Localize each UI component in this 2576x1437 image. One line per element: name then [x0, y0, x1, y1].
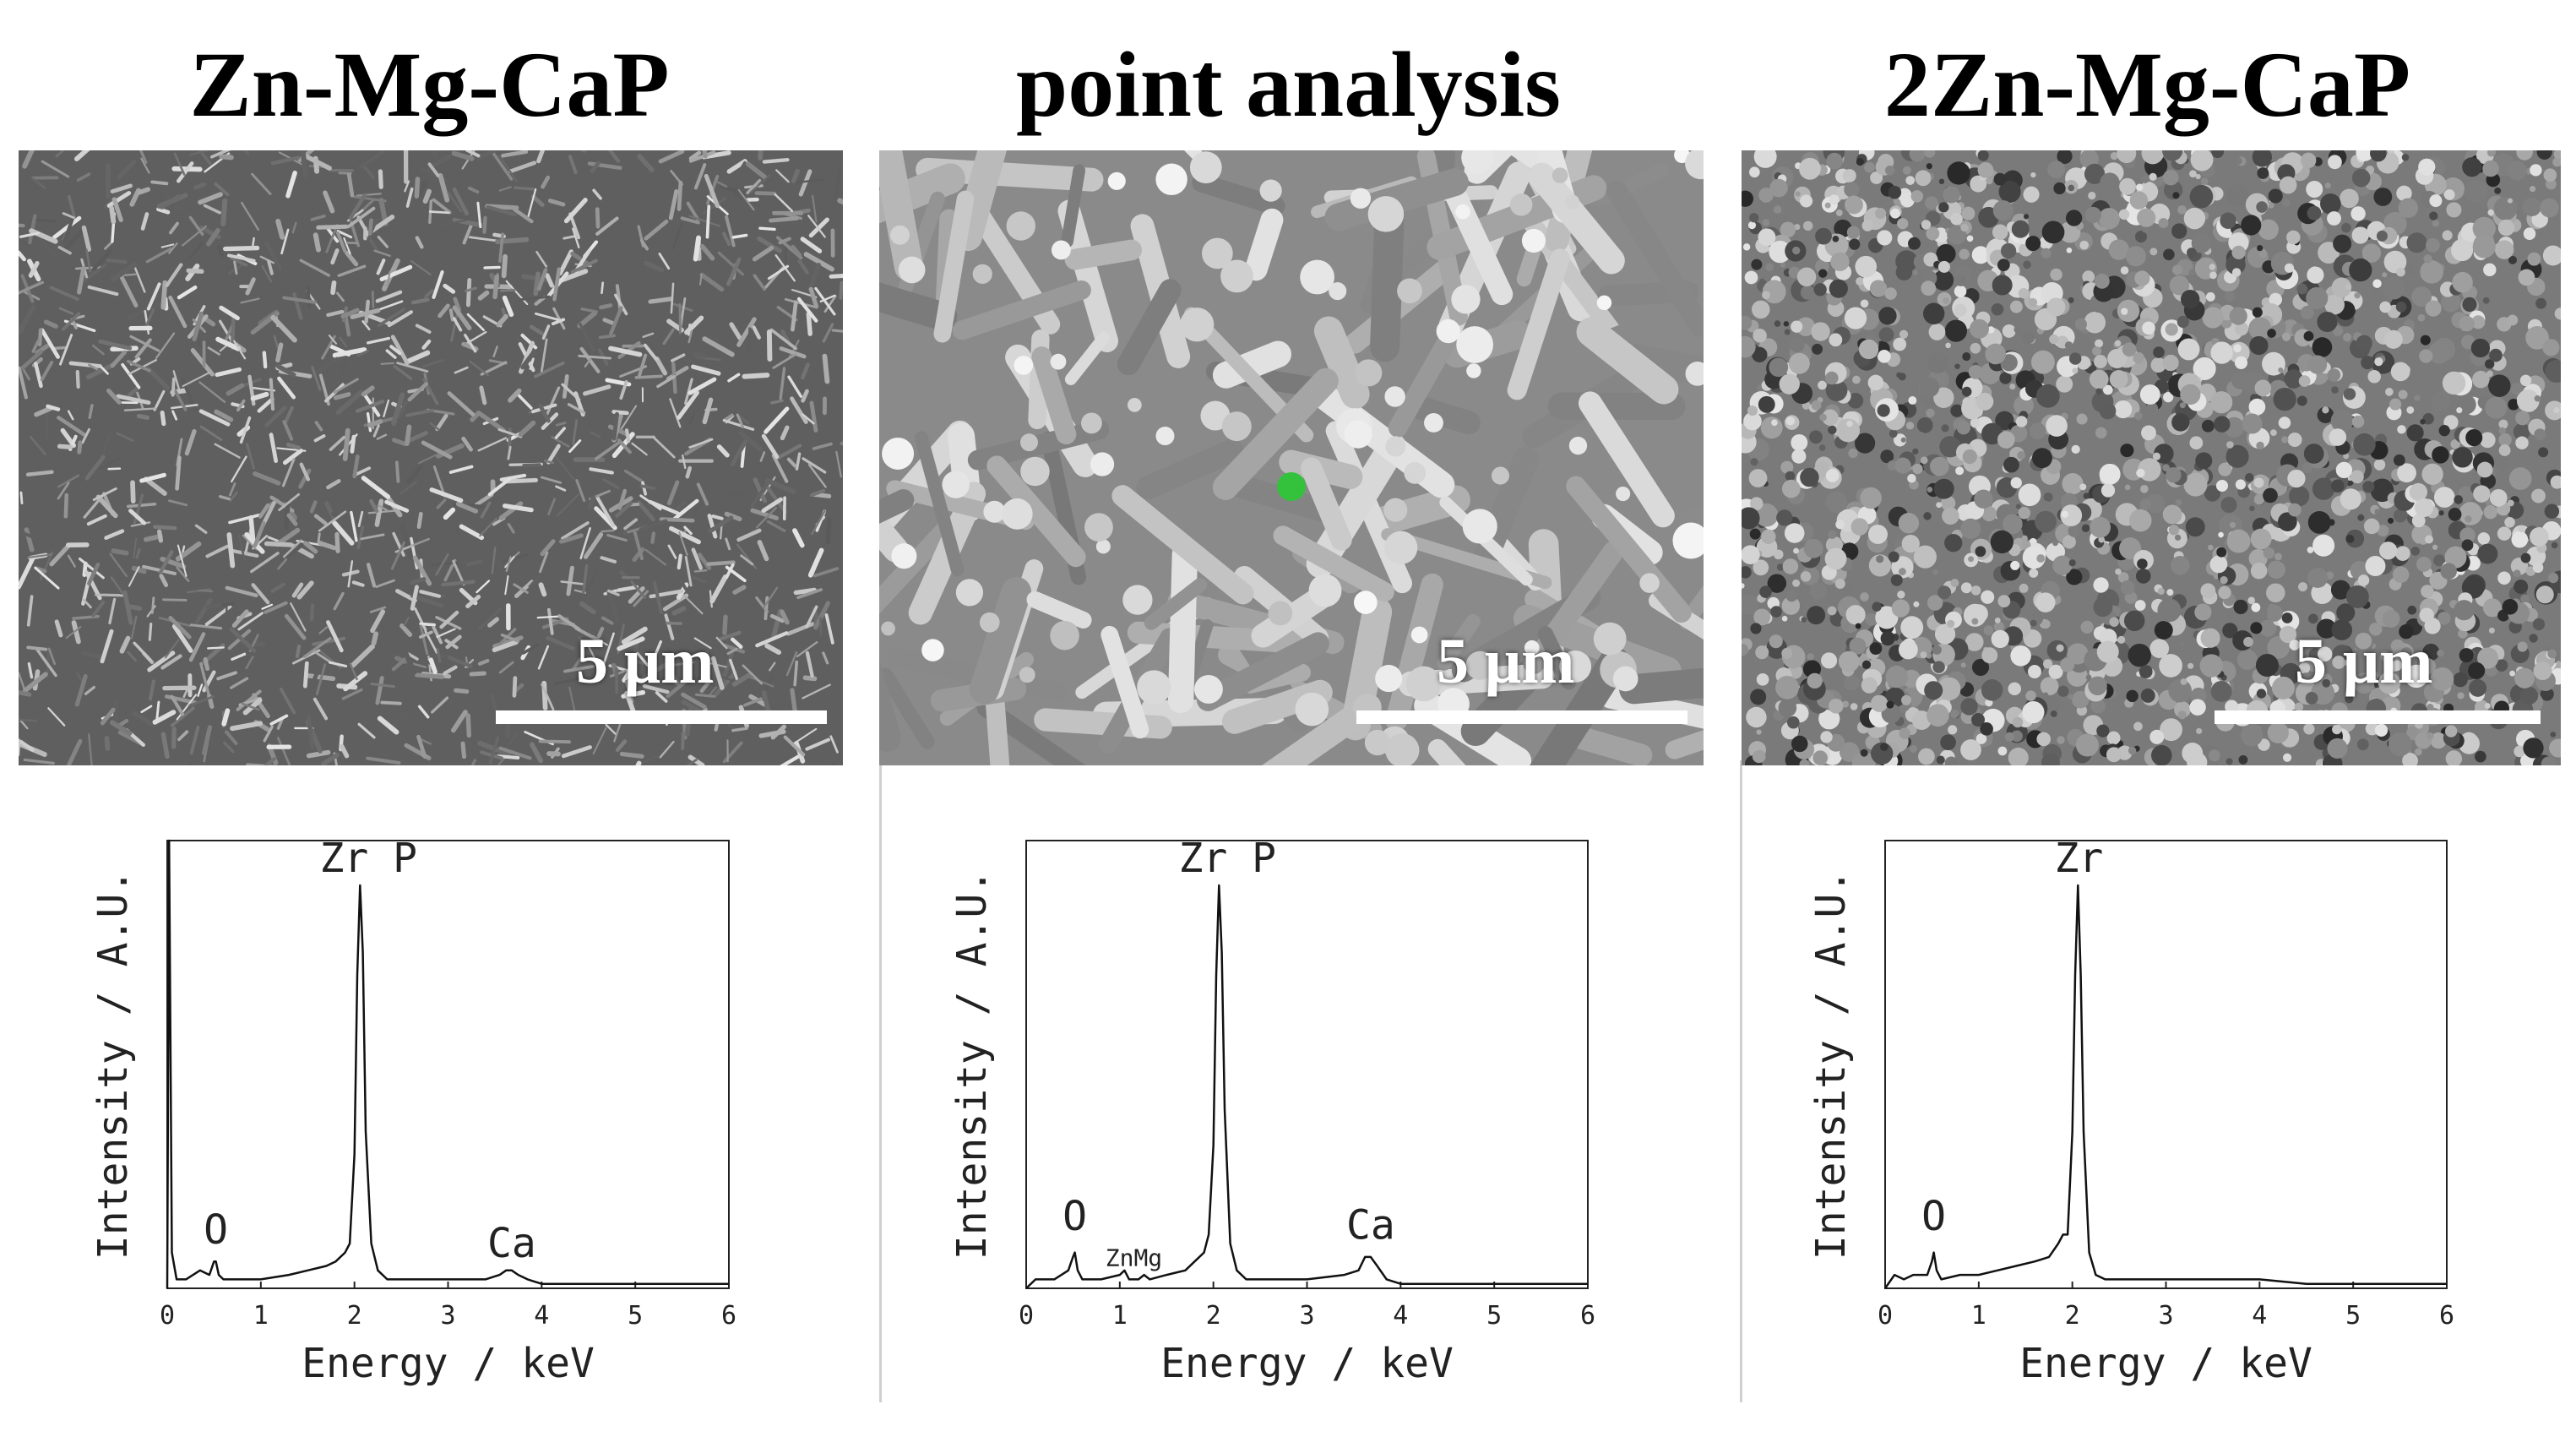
plot-frame	[166, 840, 730, 1289]
panel-zn-mg-cap: Zn-Mg-CaP 5 μm 0 1 2 3 4 5 6 Zr P O Ca Energy / ke…	[0, 0, 859, 1437]
peak-label: O	[204, 1206, 228, 1254]
y-axis-label: Intensity / A.U.	[948, 869, 996, 1260]
x-tick-label: 2	[1206, 1301, 1221, 1331]
plot-frame	[1025, 840, 1589, 1289]
x-tick-label: 0	[1878, 1301, 1893, 1331]
peak-label: Zr P	[319, 835, 417, 882]
scale-bar-label: 5 μm	[1437, 626, 1575, 697]
x-tick-label: 6	[721, 1301, 736, 1331]
x-tick-label: 0	[160, 1301, 175, 1331]
sem-image: 5 μm	[879, 150, 1704, 765]
eds-spectrum-chart: 0 1 2 3 4 5 6 Zr P O Ca Energy / keV Intensity / A.…	[90, 835, 736, 1387]
x-tick-label: 5	[2345, 1301, 2361, 1331]
sem-texture	[1742, 150, 2561, 765]
sem-image: 5 μm	[1742, 150, 2561, 765]
x-tick-label: 1	[1971, 1301, 1986, 1331]
x-tick-label: 0	[1019, 1301, 1034, 1331]
scale-bar-label: 5 μm	[2295, 626, 2433, 697]
y-axis-label: Intensity / A.U.	[1807, 869, 1855, 1260]
peak-label: O	[1062, 1193, 1087, 1240]
panel-2zn-mg-cap: 2Zn-Mg-CaP 5 μm 0 1 2 3 4 5 6 Zr O Energy / keV In…	[1718, 0, 2576, 1437]
peak-label: Ca	[487, 1220, 536, 1267]
sem-texture	[879, 150, 1704, 765]
x-tick-label: 2	[2065, 1301, 2080, 1331]
y-axis-label: Intensity / A.U.	[90, 869, 137, 1260]
sem-image: 5 μm	[19, 150, 843, 765]
panel-divider	[1740, 760, 1742, 1402]
panel-title: Zn-Mg-CaP	[189, 33, 670, 136]
panel-point-analysis: point analysis 5 μm 0 1 2 3 4 5 6 Zr P O ZnMg Ca En…	[859, 0, 1718, 1437]
x-tick-label: 6	[2439, 1301, 2454, 1331]
peak-label: Zr P	[1178, 835, 1276, 882]
peak-label: Ca	[1346, 1202, 1395, 1249]
panel-title: point analysis	[1016, 33, 1561, 136]
x-axis-label: Energy / keV	[1160, 1340, 1454, 1387]
x-tick-label: 4	[534, 1301, 549, 1331]
x-tick-label: 2	[347, 1301, 362, 1331]
panel-title: 2Zn-Mg-CaP	[1883, 33, 2411, 136]
x-tick-label: 4	[2252, 1301, 2267, 1331]
x-tick-label: 5	[1486, 1301, 1502, 1331]
panel-divider	[879, 760, 882, 1402]
x-axis-label: Energy / keV	[2019, 1340, 2312, 1387]
x-tick-label: 6	[1580, 1301, 1595, 1331]
x-tick-label: 4	[1393, 1301, 1408, 1331]
scale-bar-label: 5 μm	[576, 626, 715, 697]
x-axis-label: Energy / keV	[302, 1340, 595, 1387]
point-analysis-marker	[1277, 472, 1306, 501]
x-tick-label: 1	[253, 1301, 269, 1331]
scale-bar	[2215, 710, 2541, 724]
x-tick-label: 1	[1112, 1301, 1128, 1331]
sem-texture	[19, 150, 843, 765]
scale-bar	[496, 710, 827, 724]
x-tick-label: 3	[1299, 1301, 1314, 1331]
x-tick-label: 3	[440, 1301, 455, 1331]
peak-label: O	[1921, 1193, 1946, 1240]
scale-bar	[1356, 710, 1687, 724]
x-tick-label: 5	[628, 1301, 643, 1331]
eds-spectrum-chart: 0 1 2 3 4 5 6 Zr P O ZnMg Ca Energy / keV Intensity …	[948, 835, 1595, 1387]
eds-spectrum-chart: 0 1 2 3 4 5 6 Zr O Energy / keV Intensity / A.U.	[1807, 835, 2454, 1387]
spectrum-line	[1883, 884, 2447, 1289]
peak-label: ZnMg	[1106, 1244, 1162, 1272]
spectrum-line	[166, 839, 729, 1289]
x-tick-label: 3	[2158, 1301, 2173, 1331]
plot-frame	[1884, 840, 2448, 1289]
peak-label: Zr	[2055, 835, 2104, 882]
spectrum-line	[1025, 884, 1588, 1289]
